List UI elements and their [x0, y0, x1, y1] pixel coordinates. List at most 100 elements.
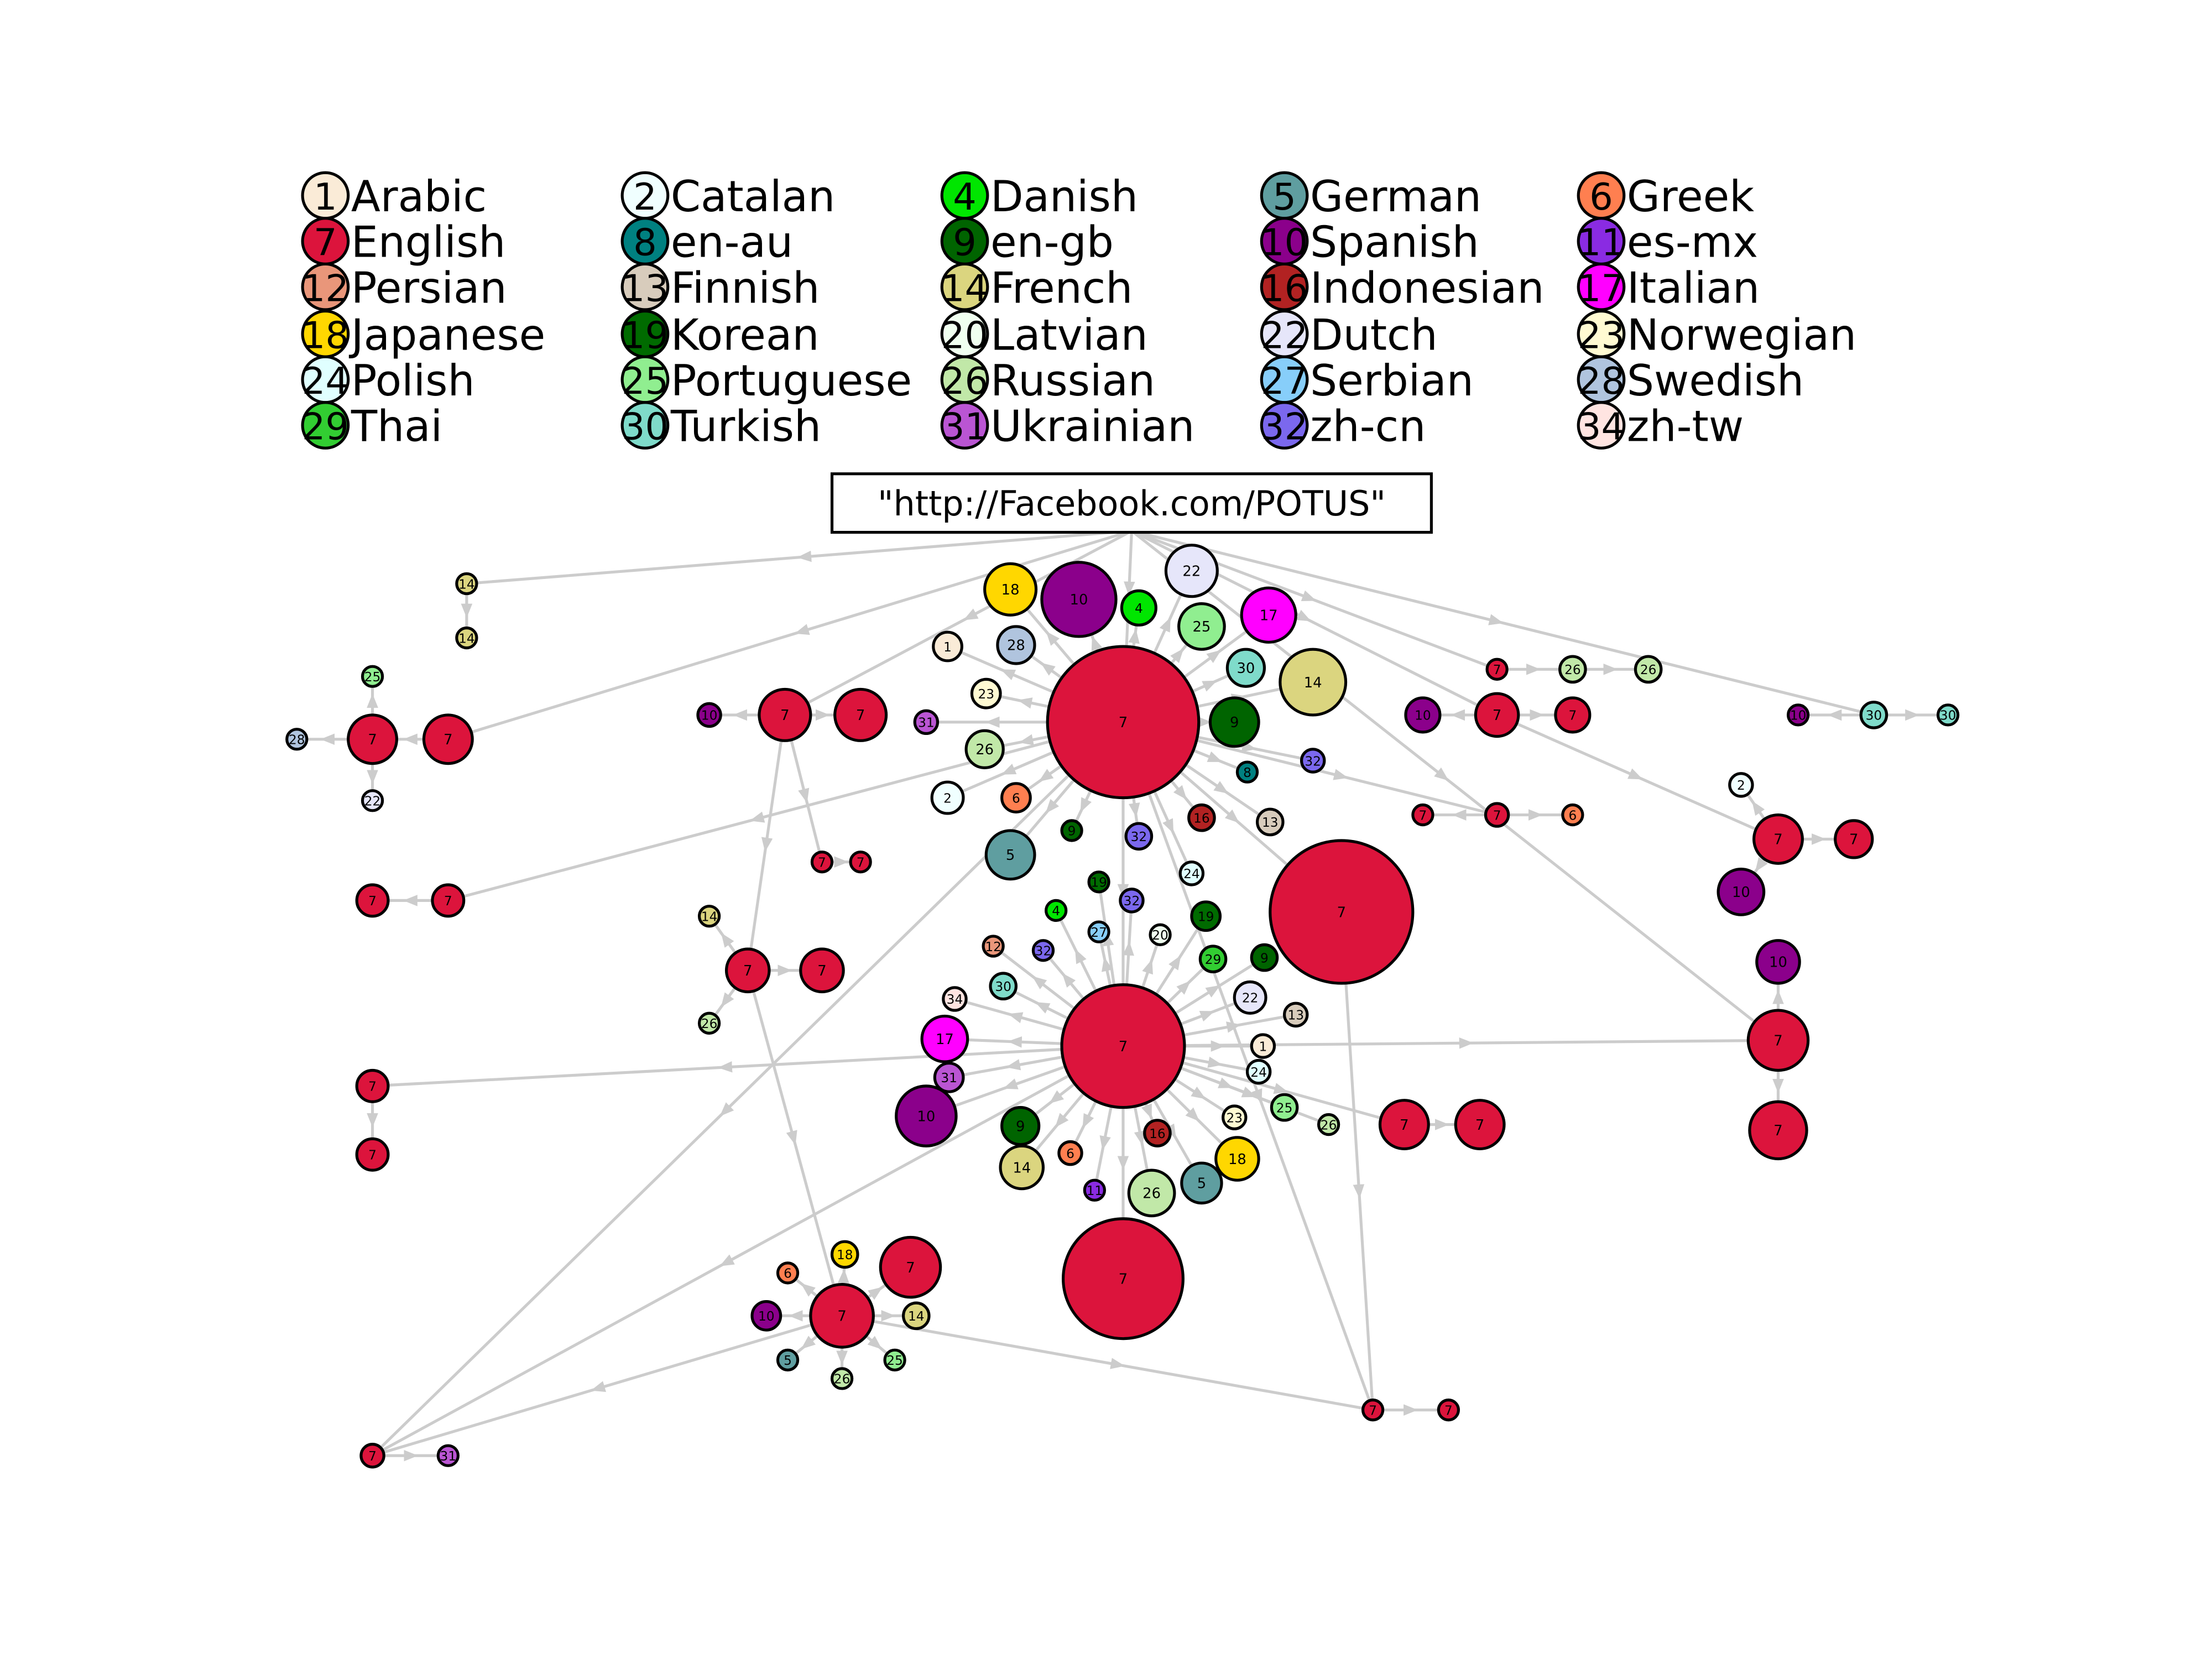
legend-label: Russian: [990, 356, 1155, 406]
node: [930, 780, 965, 815]
node: [347, 713, 398, 765]
node-label: 7: [1493, 707, 1501, 724]
node-label: 14: [458, 577, 475, 592]
node-label: 7: [368, 732, 377, 748]
node: [1454, 1099, 1506, 1150]
node-label: 2: [943, 791, 952, 806]
node-label: 7: [1119, 1271, 1128, 1288]
node-label: 26: [975, 742, 994, 758]
node-label: 7: [368, 1449, 377, 1464]
node-label: 9: [1230, 714, 1239, 731]
legend-number: 2: [633, 175, 657, 218]
legend-label: es-mx: [1627, 218, 1758, 268]
node-label: 10: [1790, 708, 1807, 723]
node: [361, 789, 384, 812]
legend-label: Portuguese: [671, 356, 912, 406]
legend-number: 19: [622, 314, 669, 357]
node: [1300, 748, 1326, 774]
node: [1119, 888, 1145, 914]
edge: [1027, 764, 1062, 791]
node-label: 31: [918, 716, 935, 731]
edge: [1123, 911, 1134, 985]
edge: [795, 1278, 818, 1298]
edge: [476, 529, 1132, 585]
node-label: 7: [368, 1079, 377, 1094]
node: [1834, 819, 1874, 859]
legend-number: 4: [953, 175, 977, 218]
node-label: 32: [1035, 944, 1052, 959]
node: [1634, 655, 1663, 684]
node-label: 4: [1135, 601, 1143, 616]
node-label: 25: [886, 1353, 903, 1368]
edge: [1196, 739, 1486, 814]
node-label: 30: [1866, 708, 1882, 723]
node-label: 14: [908, 1309, 925, 1324]
node-label: 28: [289, 733, 305, 748]
node-label: 14: [701, 910, 718, 925]
node-label: 13: [1262, 815, 1279, 830]
node: [1062, 1217, 1185, 1340]
node: [1485, 658, 1509, 681]
node: [920, 1014, 969, 1063]
legend-label: German: [1310, 172, 1481, 222]
node: [964, 729, 1005, 769]
node-label: 7: [817, 963, 826, 979]
legend-label: en-au: [671, 218, 793, 268]
edge: [1074, 790, 1092, 822]
legend-number: 30: [622, 405, 669, 448]
node-label: 29: [1205, 952, 1222, 967]
node-label: 26: [834, 1372, 851, 1387]
node: [758, 687, 812, 742]
node-label: 30: [1940, 708, 1957, 723]
node: [1000, 782, 1032, 813]
legend-label: Catalan: [671, 172, 835, 222]
edge: [961, 750, 1055, 793]
edge: [1197, 735, 1302, 760]
node-label: 32: [1131, 830, 1147, 844]
legend-number: 27: [1261, 359, 1308, 403]
node-label: 14: [458, 631, 475, 646]
legend-number: 29: [302, 405, 349, 448]
node: [999, 1144, 1045, 1191]
legend-label: Arabic: [351, 172, 487, 222]
edge: [1131, 529, 1862, 713]
edge: [1099, 941, 1113, 987]
node-label: 26: [701, 1016, 718, 1031]
edge: [1192, 674, 1230, 693]
node: [455, 626, 478, 650]
node: [422, 713, 474, 765]
node-label: 18: [1001, 582, 1020, 598]
node: [1190, 900, 1222, 932]
node-label: 18: [1228, 1151, 1246, 1168]
edge: [1183, 1056, 1248, 1071]
legend-number: 22: [1261, 314, 1308, 357]
legend-number: 23: [1578, 314, 1625, 357]
legend-label: Serbian: [1310, 356, 1474, 406]
edge: [1170, 643, 1188, 665]
node: [1040, 561, 1118, 638]
node-label: 10: [1769, 954, 1787, 971]
node-label: 10: [758, 1309, 775, 1324]
node: [982, 935, 1005, 958]
edges: [306, 529, 1938, 1462]
node-label: 16: [1193, 811, 1210, 826]
node: [1235, 760, 1259, 784]
node: [1404, 696, 1442, 734]
edge: [1192, 749, 1239, 770]
node: [799, 947, 845, 994]
node-label: 9: [1260, 951, 1269, 966]
node-label: 6: [784, 1266, 792, 1281]
node-label: 7: [1444, 1403, 1453, 1418]
edge: [1344, 983, 1374, 1400]
legend-number: 34: [1578, 405, 1625, 448]
node-label: 24: [1250, 1065, 1267, 1080]
node: [1120, 589, 1157, 627]
node-label: 7: [906, 1260, 915, 1276]
legend-label: French: [990, 263, 1133, 313]
edge: [1133, 1106, 1149, 1171]
legend-number: 8: [633, 221, 657, 264]
node: [750, 1300, 782, 1332]
edge: [1166, 1088, 1223, 1145]
legend-label: zh-cn: [1310, 402, 1426, 452]
